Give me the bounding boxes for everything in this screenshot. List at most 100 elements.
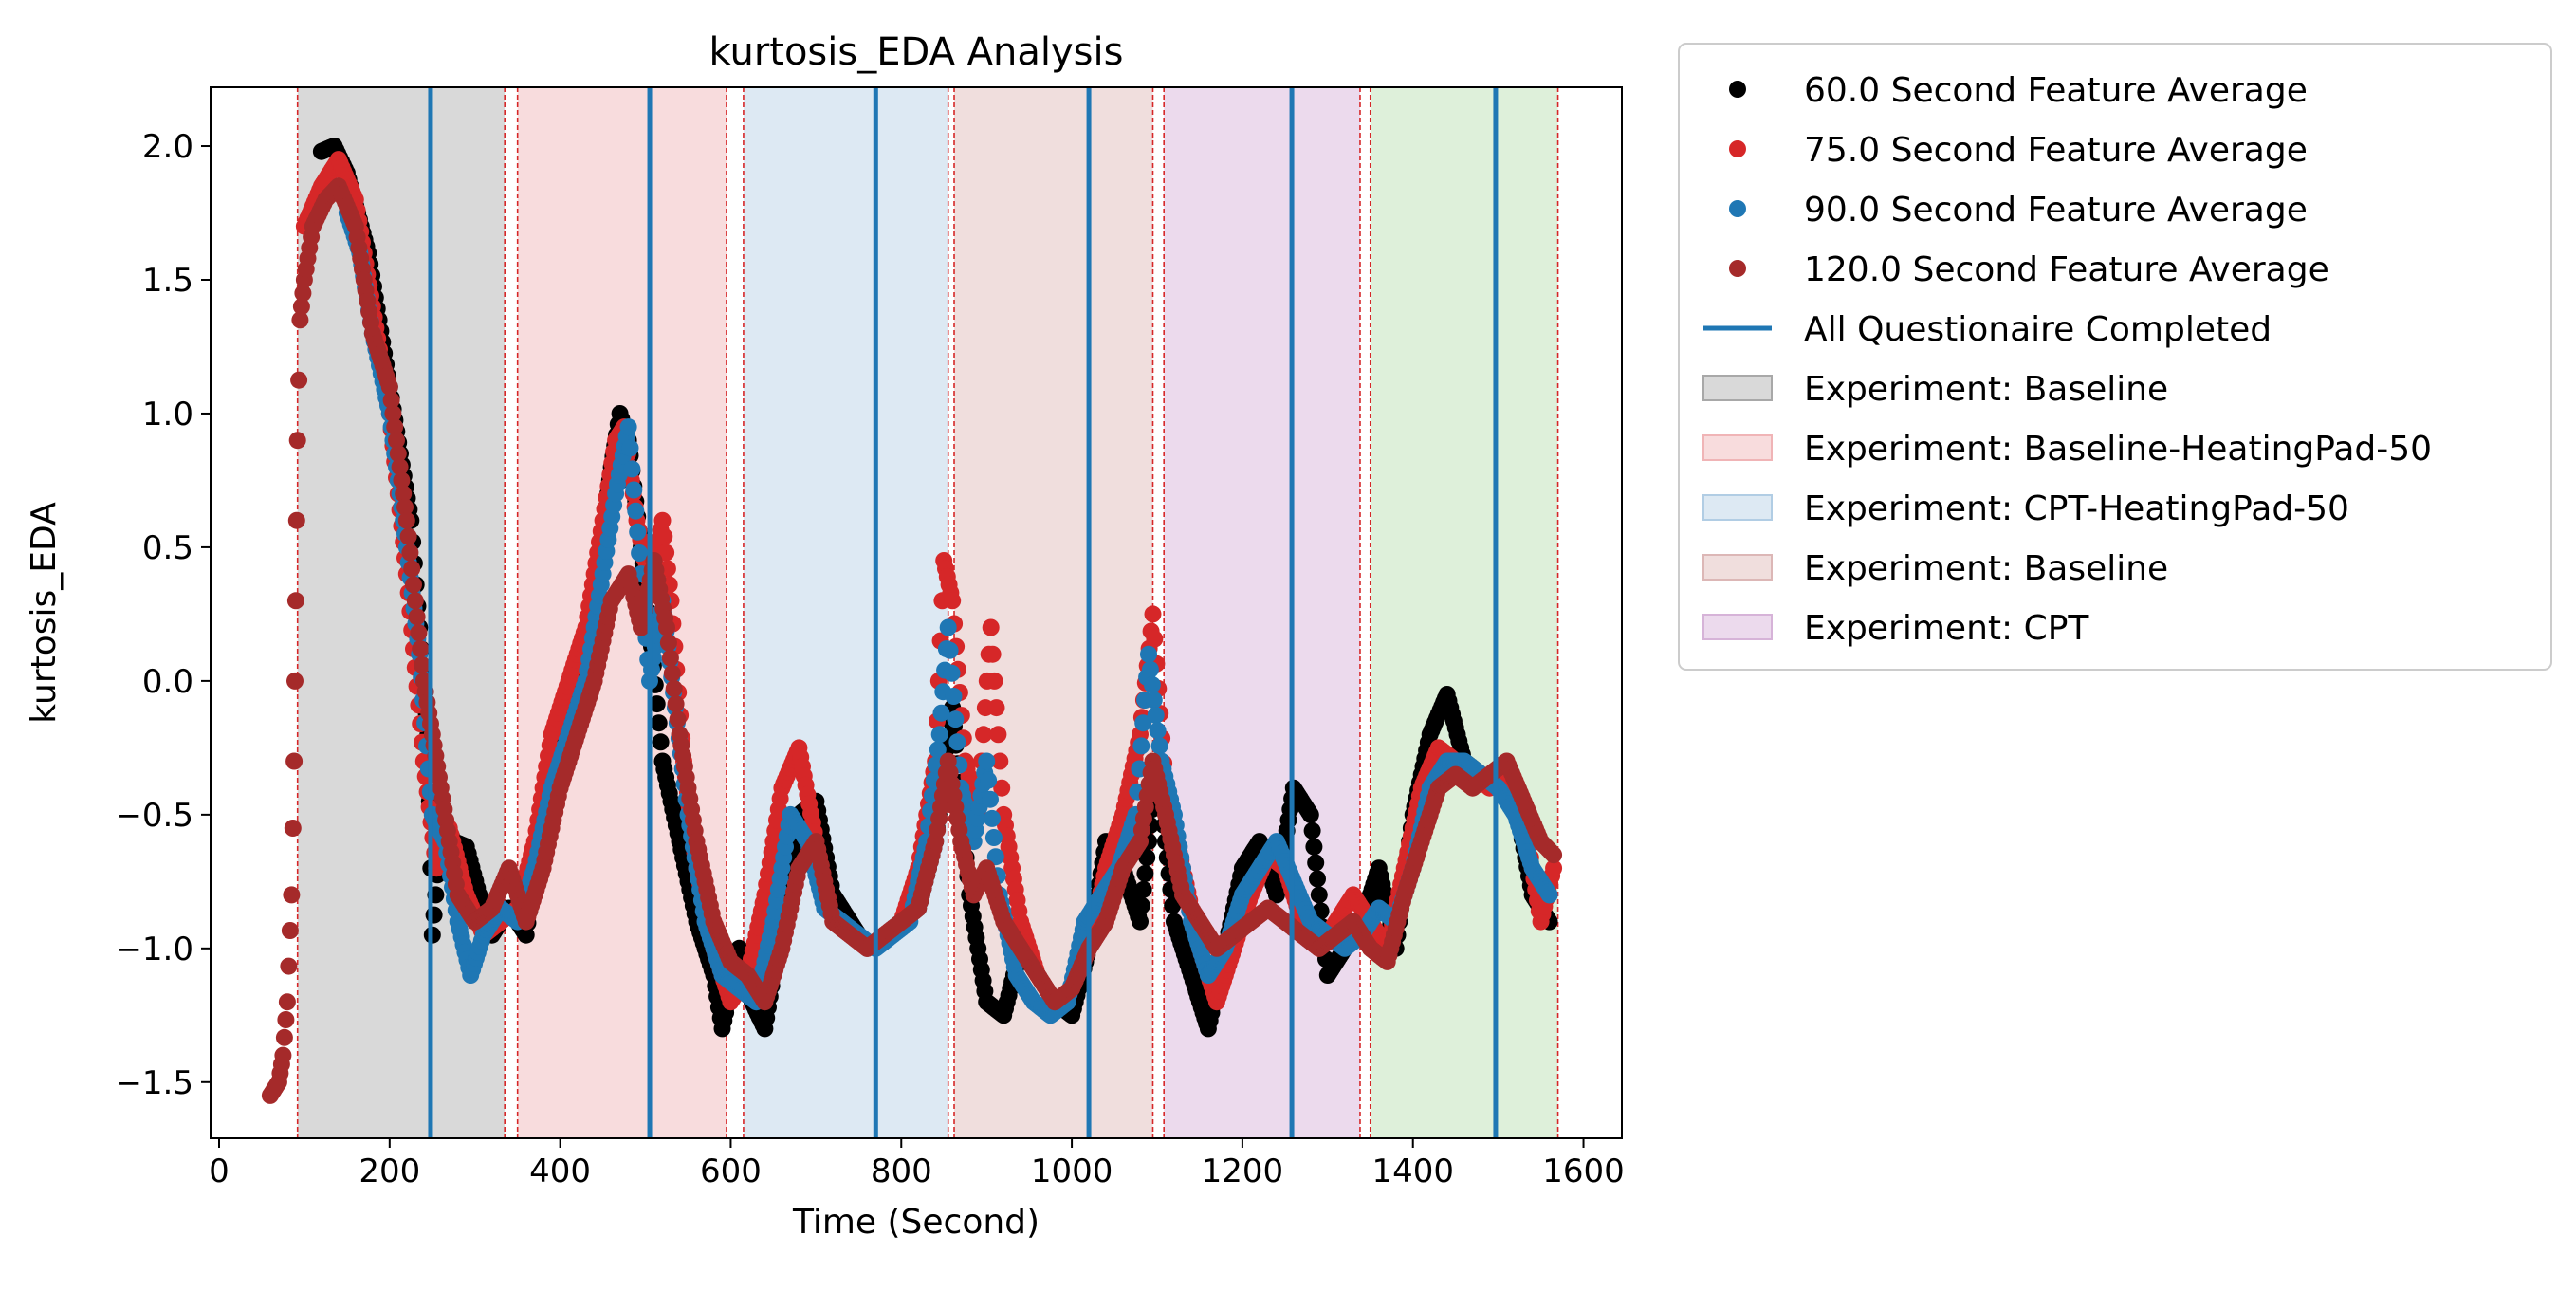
data-point (929, 741, 947, 759)
data-point (985, 672, 1003, 690)
data-point (1132, 896, 1150, 914)
data-point (989, 726, 1007, 744)
data-point (932, 704, 950, 722)
data-point (650, 714, 668, 732)
data-point (284, 820, 302, 837)
y-tick-label: 1.0 (142, 396, 193, 433)
data-point (274, 1046, 292, 1064)
data-point (1134, 880, 1152, 898)
data-point (653, 511, 672, 529)
data-point (993, 779, 1011, 797)
legend-label: Experiment: CPT-HeatingPad-50 (1804, 489, 2349, 528)
data-point (982, 790, 999, 808)
data-point (291, 311, 309, 329)
series-3 (261, 177, 1563, 1104)
x-axis-label: Time (Second) (792, 1203, 1040, 1242)
data-point (991, 752, 1009, 770)
data-point (1545, 846, 1563, 864)
data-point (388, 432, 405, 450)
data-point (623, 460, 641, 478)
data-point (425, 906, 443, 924)
legend-item: 75.0 Second Feature Average (1729, 131, 2308, 170)
data-point (948, 733, 966, 751)
data-point (1138, 849, 1156, 866)
data-point (399, 527, 417, 545)
data-point (412, 640, 430, 658)
legend-label: Experiment: Baseline (1804, 370, 2168, 409)
data-point (294, 285, 312, 303)
data-point (1146, 630, 1164, 648)
legend-marker (1729, 200, 1746, 217)
data-point (619, 418, 637, 436)
data-point (1149, 722, 1167, 740)
data-point (1134, 714, 1152, 732)
legend-patch (1702, 434, 1773, 461)
data-point (648, 695, 666, 713)
legend-patch (1702, 494, 1773, 521)
legend-label: Experiment: Baseline (1804, 549, 2168, 588)
data-point (405, 576, 422, 594)
data-point (1145, 692, 1163, 709)
x-tick-label: 0 (209, 1153, 230, 1190)
plot-frame (210, 86, 1623, 1139)
data-point (286, 672, 304, 690)
data-point (625, 481, 643, 499)
x-tick-label: 1400 (1371, 1153, 1454, 1190)
data-point (406, 592, 424, 610)
y-tick-label: −0.5 (115, 797, 193, 835)
data-point (393, 471, 411, 489)
data-point (987, 699, 1005, 717)
data-point (401, 544, 419, 562)
data-point (288, 432, 306, 450)
y-tick-label: −1.5 (115, 1064, 193, 1102)
data-point (980, 771, 998, 789)
data-point (292, 298, 310, 316)
legend-label: 120.0 Second Feature Average (1804, 250, 2329, 289)
data-point (930, 726, 948, 744)
data-point (382, 391, 400, 409)
y-axis-label: kurtosis_EDA (25, 502, 64, 724)
data-point (395, 485, 413, 503)
chart-title: kurtosis_EDA Analysis (709, 30, 1124, 74)
data-point (1136, 864, 1154, 882)
legend-label: 75.0 Second Feature Average (1804, 131, 2308, 170)
legend-item: All Questionaire Completed (1703, 310, 2272, 349)
data-point (1144, 605, 1162, 623)
data-point (1150, 737, 1168, 755)
y-tick-label: −1.0 (115, 931, 193, 968)
data-point (414, 656, 431, 673)
legend-marker (1729, 81, 1746, 98)
data-point (627, 502, 645, 520)
data-point (943, 664, 961, 682)
data-point (652, 733, 670, 751)
x-tick-label: 400 (529, 1153, 591, 1190)
data-point (984, 809, 1001, 827)
legend-item: 60.0 Second Feature Average (1729, 71, 2308, 110)
data-point (1140, 645, 1157, 663)
data-point (667, 695, 685, 713)
data-point (277, 1011, 295, 1028)
data-point (669, 710, 687, 728)
data-point (391, 458, 409, 476)
data-point (984, 645, 1002, 663)
data-point (1540, 886, 1558, 904)
y-tick-label: 2.0 (142, 128, 193, 166)
data-point (659, 634, 677, 652)
data-point (975, 726, 992, 744)
legend: 60.0 Second Feature Average 75.0 Second F… (1678, 43, 2552, 671)
data-point (1132, 737, 1150, 755)
legend-label: 60.0 Second Feature Average (1804, 71, 2308, 110)
data-point (1305, 838, 1323, 856)
legend-label: Experiment: CPT (1804, 609, 2089, 648)
legend-box (1678, 43, 2552, 671)
legend-item: Experiment: Baseline (1702, 549, 2168, 588)
data-point (944, 592, 962, 610)
questionnaire-lines (428, 87, 1499, 1138)
data-point (397, 511, 415, 529)
legend-label: 90.0 Second Feature Average (1804, 191, 2308, 230)
data-point (290, 371, 308, 389)
data-point (621, 439, 639, 457)
data-point (939, 618, 957, 636)
y-axis-ticks: −1.5 −1.0 −0.5 0.0 0.5 1.0 1.5 2.0 (115, 128, 211, 1102)
data-point (986, 848, 1004, 866)
